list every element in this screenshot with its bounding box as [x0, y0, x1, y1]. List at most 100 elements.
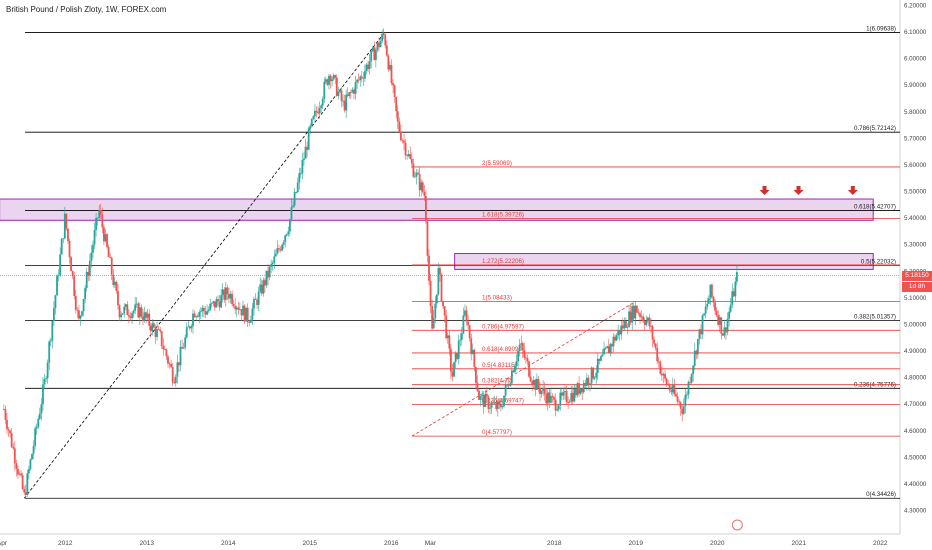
candle-body	[610, 344, 613, 347]
candle-body	[725, 327, 727, 333]
candle-body	[704, 306, 707, 314]
time-axis-tick-label: 2013	[140, 540, 155, 547]
candle-body	[643, 321, 646, 325]
candle-body	[384, 34, 387, 46]
candle-body	[576, 383, 579, 396]
candle-body	[376, 42, 379, 50]
candle-body	[221, 289, 224, 296]
candle-body	[159, 329, 162, 332]
candle-body	[249, 319, 252, 323]
candle-body	[60, 238, 63, 255]
candle-body	[367, 64, 369, 69]
candle-body	[476, 382, 479, 391]
candle-body	[109, 256, 112, 258]
candle-body	[462, 315, 465, 334]
candle-body	[240, 309, 243, 316]
candle-body	[168, 363, 171, 365]
candle-body	[259, 284, 262, 292]
candle-body	[700, 329, 702, 335]
candle-body	[554, 399, 557, 411]
candle-body	[328, 75, 330, 85]
time-axis-tick-label: 2014	[221, 540, 236, 547]
fib-level-major-label: 0.786(5.72142)	[854, 125, 896, 132]
candle-body	[309, 125, 312, 129]
candle-body	[360, 76, 363, 79]
candle-body	[87, 271, 90, 276]
candle-body	[515, 361, 518, 366]
candle-body	[20, 473, 22, 476]
candle-body	[656, 347, 659, 362]
candle-body	[475, 366, 477, 383]
candle-body	[709, 284, 712, 299]
candle-body	[518, 344, 521, 352]
candle-body	[254, 298, 257, 300]
candle-body	[406, 155, 409, 157]
candle-body	[364, 70, 366, 79]
candle-body	[696, 339, 699, 355]
price-axis-tick-label: 5.10000	[904, 295, 927, 302]
candle-body	[603, 348, 605, 355]
candle-body	[595, 372, 598, 378]
candle-body	[637, 312, 640, 314]
candle-body	[501, 406, 504, 408]
candle-body	[203, 307, 205, 312]
down-arrow-marker	[793, 186, 804, 196]
candle-body	[506, 384, 509, 386]
candle-body	[135, 303, 138, 305]
candle-body	[268, 266, 271, 278]
candle-body	[238, 309, 241, 311]
candle-body	[601, 354, 604, 357]
candle-body	[615, 335, 618, 341]
candle-body	[70, 257, 72, 272]
candle-body	[412, 163, 415, 177]
candle-body	[631, 305, 634, 323]
time-axis-tick-label: 2019	[629, 540, 644, 547]
candle-body	[736, 272, 738, 282]
resistance-zone[interactable]	[0, 198, 874, 221]
candle-body	[210, 303, 213, 305]
candle-body	[237, 307, 240, 310]
candle-body	[357, 79, 360, 81]
candle-body	[9, 430, 12, 434]
candle-body	[110, 257, 113, 275]
candle-body	[521, 343, 524, 351]
candle-body	[551, 396, 554, 398]
candle-body	[371, 47, 374, 52]
candle-body	[539, 387, 541, 394]
fib-extension-dashed-line[interactable]	[411, 301, 636, 437]
fib-level-minor-label: 0.5(4.83115)	[482, 362, 517, 369]
candle-body	[645, 320, 648, 325]
candle-body	[545, 394, 548, 404]
candle-body	[138, 307, 141, 318]
candle-body	[449, 348, 452, 372]
candle-body	[223, 289, 226, 300]
candle-body	[604, 348, 607, 349]
candle-body	[535, 378, 538, 391]
candle-body	[134, 304, 137, 311]
event-marker-icon[interactable]	[731, 519, 743, 531]
price-axis-tick-label: 4.50000	[904, 454, 927, 461]
candle-body	[48, 341, 51, 363]
candle-body	[403, 140, 405, 143]
candle-body	[157, 329, 160, 331]
candle-body	[192, 313, 194, 327]
candle-body	[106, 234, 108, 247]
candle-body	[104, 234, 107, 242]
candle-body	[128, 315, 130, 317]
candle-body	[650, 326, 652, 327]
fib-trend-dashed-line[interactable]	[23, 32, 385, 499]
candle-body	[71, 271, 74, 276]
candle-body	[623, 320, 626, 329]
candle-body	[274, 253, 277, 257]
candle-body	[729, 304, 732, 312]
candle-body	[154, 327, 157, 337]
candle-body	[389, 65, 391, 70]
candle-body	[592, 367, 595, 379]
candle-body	[79, 315, 82, 319]
candle-body	[73, 275, 76, 296]
candle-body	[689, 381, 691, 383]
candle-body	[256, 299, 258, 305]
candle-body	[59, 254, 62, 276]
candle-body	[478, 390, 480, 400]
